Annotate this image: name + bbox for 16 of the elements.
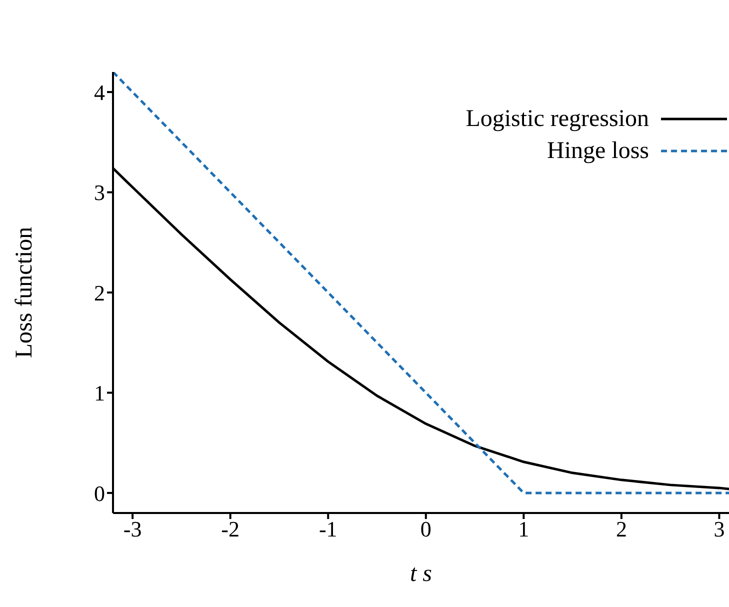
x-tick-label: -3 [123,516,142,542]
y-tick-label: 1 [94,380,105,406]
x-tick-label: 3 [714,516,725,542]
x-tick-label: 2 [616,516,627,542]
x-tick-label: -1 [318,516,338,542]
y-tick-label: 2 [94,280,105,306]
x-axis-title: t s [410,561,432,587]
y-tick-label: 3 [94,180,105,206]
legend-label: Logistic regression [466,106,649,132]
y-tick-label: 0 [94,480,105,506]
legend-label: Hinge loss [547,138,649,164]
x-tick-label: 1 [518,516,530,542]
x-tick-label: 0 [420,516,432,542]
y-axis-title: Loss function [12,226,38,358]
x-tick-label: -2 [221,516,240,542]
y-tick-label: 4 [94,80,105,105]
